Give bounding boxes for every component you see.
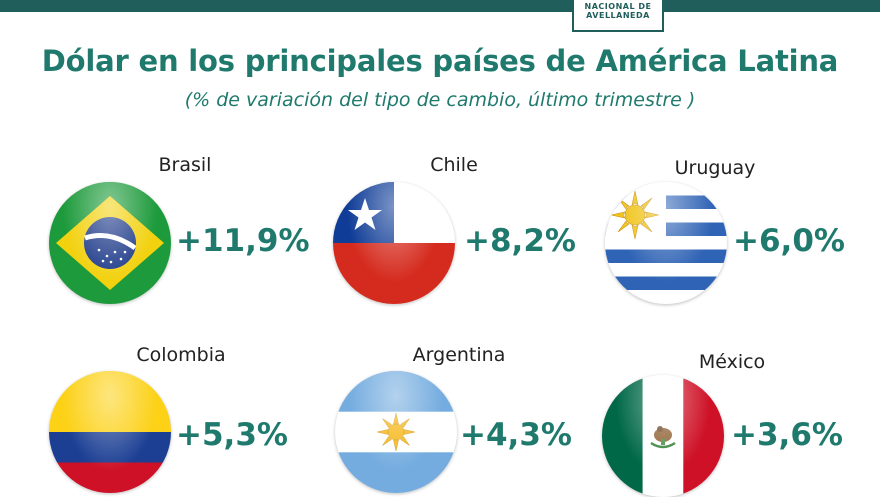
- country-name-uruguay: Uruguay: [674, 157, 756, 179]
- country-name-mexico: México: [698, 351, 766, 373]
- uruguay-flag-icon: [605, 182, 727, 304]
- logo-line-2: AVELLANEDA: [586, 11, 650, 20]
- top-bar: [0, 0, 880, 12]
- page-subtitle: (% de variación del tipo de cambio, últi…: [184, 89, 696, 111]
- brazil-flag-icon: [49, 182, 171, 304]
- chile-flag-icon: [333, 182, 455, 304]
- country-name-argentina: Argentina: [412, 344, 506, 366]
- country-name-brasil: Brasil: [158, 154, 212, 176]
- change-value-uruguay: +6,0%: [733, 223, 845, 259]
- change-value-mexico: +3,6%: [731, 417, 843, 453]
- change-value-chile: +8,2%: [464, 223, 576, 259]
- change-value-colombia: +5,3%: [176, 417, 288, 453]
- change-value-brasil: +11,9%: [176, 223, 310, 259]
- change-value-argentina: +4,3%: [460, 417, 572, 453]
- mexico-flag-icon: [602, 375, 724, 497]
- country-name-colombia: Colombia: [136, 344, 226, 366]
- logo-line-1: NACIONAL DE: [584, 2, 652, 11]
- colombia-flag-icon: [49, 371, 171, 493]
- argentina-flag-icon: [335, 371, 457, 493]
- country-name-chile: Chile: [430, 154, 478, 176]
- page-title: Dólar en los principales países de Améri…: [41, 44, 839, 78]
- university-logo: NACIONAL DE AVELLANEDA: [572, 0, 664, 32]
